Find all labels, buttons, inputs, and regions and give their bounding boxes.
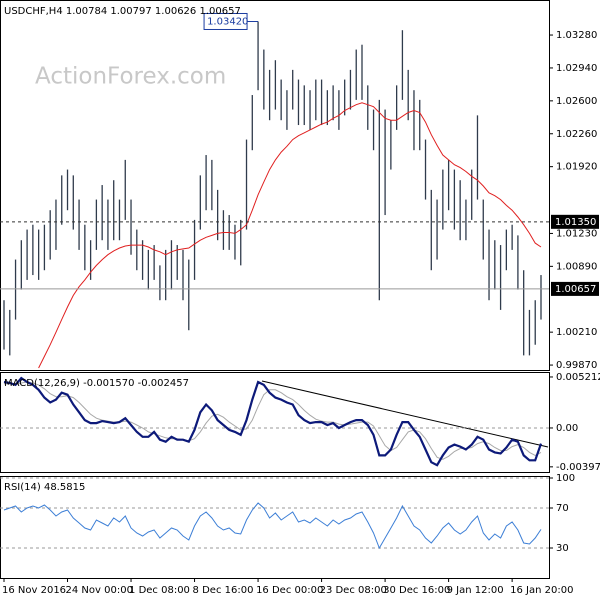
x-tick-label: 30 Dec 16:00 (383, 585, 450, 596)
x-tick-label: 9 Jan 12:00 (447, 585, 504, 596)
y-tick-label: 70 (556, 503, 569, 514)
y-tick-label: 1.00890 (556, 261, 597, 272)
macd-line (3, 376, 543, 467)
x-tick-label: 23 Dec 08:00 (320, 585, 387, 596)
level-label: 1.00657 (555, 284, 596, 295)
y-tick-label: 1.02260 (556, 129, 597, 140)
y-tick-label: 1.02940 (556, 63, 597, 74)
y-tick-label: 1.01920 (556, 162, 597, 173)
annotation-label: 1.03420 (207, 16, 248, 27)
panel-frame (0, 372, 550, 473)
panel-frame (0, 476, 550, 579)
x-tick-label: 16 Jan 20:00 (510, 585, 573, 596)
y-tick-label: 30 (556, 543, 569, 554)
x-tick-label: 8 Dec 16:00 (193, 585, 254, 596)
level-label-box (551, 214, 599, 229)
panel-frame (0, 0, 550, 371)
x-tick-label: 16 Nov 2016 (2, 585, 66, 596)
panel-title: RSI(14) 48.5815 (4, 482, 85, 493)
level-label: 1.01350 (555, 217, 596, 228)
rsi-line (3, 502, 542, 550)
y-tick-label: 0.99870 (556, 360, 597, 371)
y-tick-label: 0.00 (556, 423, 578, 434)
watermark: ActionForex.com (35, 64, 226, 90)
y-tick-label: 1.02600 (556, 96, 597, 107)
y-tick-label: -0.003973 (556, 462, 600, 473)
macd-line (4, 381, 542, 460)
x-tick-label: 16 Dec 00:00 (256, 585, 323, 596)
y-tick-label: 0.005212 (556, 372, 600, 383)
annotation-box (203, 12, 248, 30)
y-tick-label: 1.00210 (556, 327, 597, 338)
x-tick-label: 1 Dec 08:00 (129, 585, 190, 596)
panel-title: USDCHF,H4 1.00784 1.00797 1.00626 1.0065… (4, 6, 241, 17)
moving-average (38, 102, 542, 369)
y-tick-label: 1.01230 (556, 228, 597, 239)
level-label-box (551, 281, 599, 296)
trend-line (261, 380, 549, 448)
y-tick-label: 100 (556, 473, 575, 484)
panel-title: MACD(12,26,9) -0.001570 -0.002457 (4, 378, 189, 389)
y-tick-label: 1.03280 (556, 30, 597, 41)
x-tick-label: 24 Nov 00:00 (66, 585, 133, 596)
